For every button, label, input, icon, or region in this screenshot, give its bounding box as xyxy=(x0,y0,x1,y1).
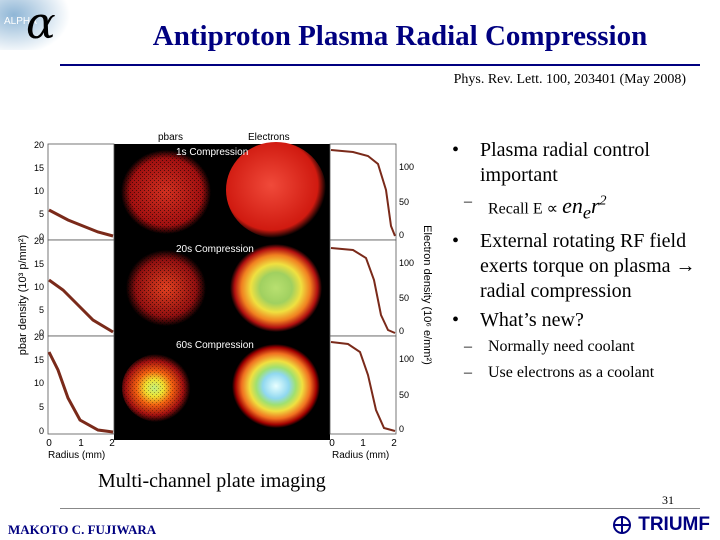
tick: 0 xyxy=(399,424,404,434)
figure-canvas: pbars Electrons pbar density (10³ p/mm²)… xyxy=(17,132,433,461)
title-divider xyxy=(60,64,700,66)
tick: 1 xyxy=(360,438,366,449)
row-20s: 20s Compression xyxy=(47,239,397,337)
tick: 100 xyxy=(399,162,414,172)
bullet-rf-field: External rotating RF field exerts torque… xyxy=(452,229,712,304)
citation: Phys. Rev. Lett. 100, 203401 (May 2008) xyxy=(453,72,686,87)
tick: 0 xyxy=(39,232,44,242)
tick: 0 xyxy=(399,230,404,240)
triumf-mark-icon xyxy=(613,515,632,534)
electron-image xyxy=(232,344,320,428)
row-label: 20s Compression xyxy=(176,244,254,255)
formula-base: en xyxy=(562,193,583,219)
tick: 50 xyxy=(399,293,409,303)
tick: 10 xyxy=(34,186,44,196)
logo-background-icon xyxy=(0,0,70,50)
page-number: 31 xyxy=(662,493,674,507)
tick: 0 xyxy=(39,328,44,338)
bullet-plasma-control: Plasma radial control important xyxy=(452,138,712,188)
right-axis-label: Electron density (10⁶ e/mm²) xyxy=(421,225,433,365)
tick: 15 xyxy=(34,163,44,173)
tick: 100 xyxy=(399,258,414,268)
slide-title: Antiproton Plasma Radial Compression xyxy=(152,20,648,52)
pbar-profile-frame xyxy=(47,335,115,435)
tick: 10 xyxy=(34,378,44,388)
electron-profile-curve xyxy=(330,341,396,432)
x-axis-label-left: Radius (mm) xyxy=(48,450,105,460)
tick: 20 xyxy=(34,332,44,342)
triumf-logo: TRIUMF xyxy=(612,514,710,536)
tick: 50 xyxy=(399,197,409,207)
pbar-image-noise xyxy=(121,150,211,234)
tick: 0 xyxy=(329,438,335,449)
pbar-image-noise xyxy=(122,354,194,422)
pbar-profile-curve xyxy=(48,208,114,238)
tick: 10 xyxy=(34,282,44,292)
subbullet-coolant-1: Normally need coolant xyxy=(452,337,712,357)
footer-divider xyxy=(60,508,700,509)
tick: 5 xyxy=(39,209,44,219)
subbullet-recall: Recall E ∝ ener2 xyxy=(452,192,712,223)
tick: 0 xyxy=(46,438,52,449)
tick: 0 xyxy=(399,326,404,336)
tick: 15 xyxy=(34,355,44,365)
left-ticks: 20 15 10 5 0 20 15 10 5 0 20 15 10 5 0 xyxy=(34,140,44,436)
subbullet-coolant-2: Use electrons as a coolant xyxy=(452,363,712,383)
formula-r: r xyxy=(590,193,600,219)
electron-image xyxy=(230,244,322,332)
alpha-symbol: α xyxy=(26,0,56,49)
tick: 50 xyxy=(399,390,409,400)
formula-exp: 2 xyxy=(599,194,607,209)
electron-profile-frame xyxy=(329,143,397,241)
left-axis-label: pbar density (10³ p/mm²) xyxy=(17,235,29,355)
right-ticks: 100 50 0 100 50 0 100 50 0 xyxy=(399,162,414,434)
bullet-whats-new: What’s new? xyxy=(452,308,712,333)
pbar-profile-curve xyxy=(48,278,114,334)
tick: 20 xyxy=(34,140,44,150)
triumf-text: TRIUMF xyxy=(638,514,710,535)
row-1s: 1s Compression xyxy=(47,142,397,241)
col-label-electrons: Electrons xyxy=(248,132,290,143)
pbar-image-noise xyxy=(126,250,206,326)
tick: 100 xyxy=(399,354,414,364)
electron-profile-curve xyxy=(330,149,396,237)
electron-image xyxy=(226,142,326,238)
figure-caption: Multi-channel plate imaging xyxy=(98,470,326,492)
formula-sub: e xyxy=(582,202,591,223)
recall-formula: ener2 xyxy=(562,193,607,223)
pbar-profile-curve xyxy=(47,351,114,434)
tick: 0 xyxy=(39,426,44,436)
tick: 20 xyxy=(34,236,44,246)
tick: 2 xyxy=(391,438,397,449)
author-name: MAKOTO C. FUJIWARA xyxy=(8,522,157,537)
alpha-logo: ALPHA α xyxy=(0,0,70,50)
tick: 5 xyxy=(39,305,44,315)
tick: 5 xyxy=(39,402,44,412)
compression-figure: pbars Electrons pbar density (10³ p/mm²)… xyxy=(8,130,440,461)
tick: 1 xyxy=(78,438,84,449)
electron-profile-frame xyxy=(329,239,397,337)
bullet-list: Plasma radial control important Recall E… xyxy=(452,138,712,389)
tick: 2 xyxy=(109,438,115,449)
recall-prefix: Recall E ∝ xyxy=(488,200,559,218)
logo-text: ALPHA xyxy=(4,16,37,27)
row-60s: 60s Compression xyxy=(47,335,397,435)
row-label: 60s Compression xyxy=(176,340,254,351)
electron-profile-curve xyxy=(330,247,396,334)
electron-profile-frame xyxy=(329,335,397,435)
x-axis-label-right: Radius (mm) xyxy=(332,450,389,460)
row-label: 1s Compression xyxy=(176,147,248,158)
col-label-pbars: pbars xyxy=(158,132,183,143)
x-ticks: 0 1 2 0 1 2 xyxy=(46,438,397,449)
tick: 15 xyxy=(34,259,44,269)
